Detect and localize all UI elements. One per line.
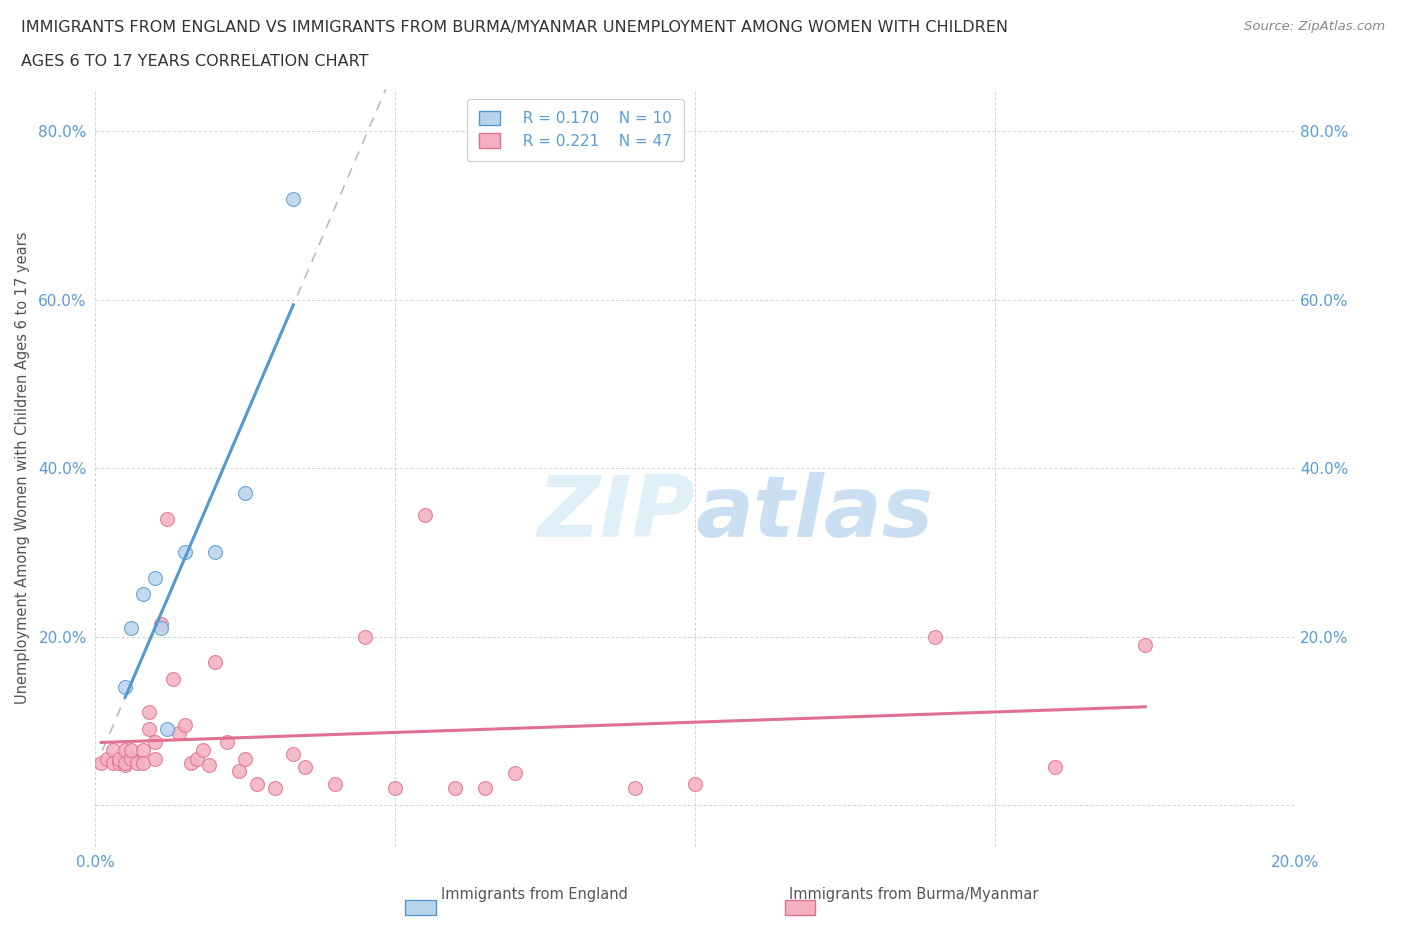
- Point: [283, 192, 305, 206]
- Point: [167, 726, 190, 741]
- Point: [138, 722, 160, 737]
- Point: [233, 751, 256, 766]
- Point: [150, 617, 173, 631]
- Point: [233, 486, 256, 501]
- Point: [114, 743, 136, 758]
- Text: AGES 6 TO 17 YEARS CORRELATION CHART: AGES 6 TO 17 YEARS CORRELATION CHART: [21, 54, 368, 69]
- Point: [283, 747, 305, 762]
- Point: [138, 705, 160, 720]
- Point: [114, 680, 136, 695]
- Point: [90, 755, 112, 770]
- Point: [101, 755, 124, 770]
- Point: [143, 751, 166, 766]
- Point: [444, 780, 467, 795]
- Point: [120, 743, 142, 758]
- Text: Source: ZipAtlas.com: Source: ZipAtlas.com: [1244, 20, 1385, 33]
- Point: [217, 735, 239, 750]
- Point: [294, 760, 316, 775]
- Text: ZIP: ZIP: [537, 472, 696, 555]
- Point: [108, 751, 131, 766]
- Point: [198, 757, 221, 772]
- Point: [127, 755, 149, 770]
- Point: [1045, 760, 1067, 775]
- Point: [204, 655, 226, 670]
- Point: [143, 735, 166, 750]
- Point: [624, 780, 647, 795]
- Point: [474, 780, 496, 795]
- Point: [162, 671, 184, 686]
- Point: [228, 764, 250, 778]
- Point: [384, 780, 406, 795]
- Point: [132, 755, 155, 770]
- Point: [204, 545, 226, 560]
- Text: Immigrants from England: Immigrants from England: [441, 887, 627, 902]
- Point: [132, 587, 155, 602]
- Text: IMMIGRANTS FROM ENGLAND VS IMMIGRANTS FROM BURMA/MYANMAR UNEMPLOYMENT AMONG WOME: IMMIGRANTS FROM ENGLAND VS IMMIGRANTS FR…: [21, 20, 1008, 35]
- Point: [186, 751, 208, 766]
- Point: [150, 620, 173, 635]
- Point: [120, 751, 142, 766]
- Text: atlas: atlas: [696, 472, 934, 555]
- Point: [354, 629, 377, 644]
- Point: [114, 757, 136, 772]
- Legend:   R = 0.170    N = 10,   R = 0.221    N = 47: R = 0.170 N = 10, R = 0.221 N = 47: [467, 99, 683, 161]
- Point: [174, 718, 197, 733]
- Point: [264, 780, 287, 795]
- Point: [924, 629, 946, 644]
- Point: [503, 765, 526, 780]
- Point: [413, 507, 436, 522]
- Text: Immigrants from Burma/Myanmar: Immigrants from Burma/Myanmar: [789, 887, 1039, 902]
- Point: [120, 620, 142, 635]
- Point: [101, 743, 124, 758]
- Point: [156, 722, 179, 737]
- Point: [1135, 638, 1157, 653]
- Point: [323, 777, 346, 791]
- Point: [143, 570, 166, 585]
- Point: [96, 751, 118, 766]
- Y-axis label: Unemployment Among Women with Children Ages 6 to 17 years: Unemployment Among Women with Children A…: [15, 232, 30, 704]
- Point: [108, 755, 131, 770]
- Point: [193, 743, 215, 758]
- Point: [174, 545, 197, 560]
- Point: [685, 777, 707, 791]
- Point: [132, 743, 155, 758]
- Point: [114, 755, 136, 770]
- Point: [246, 777, 269, 791]
- Point: [180, 755, 202, 770]
- Point: [156, 512, 179, 526]
